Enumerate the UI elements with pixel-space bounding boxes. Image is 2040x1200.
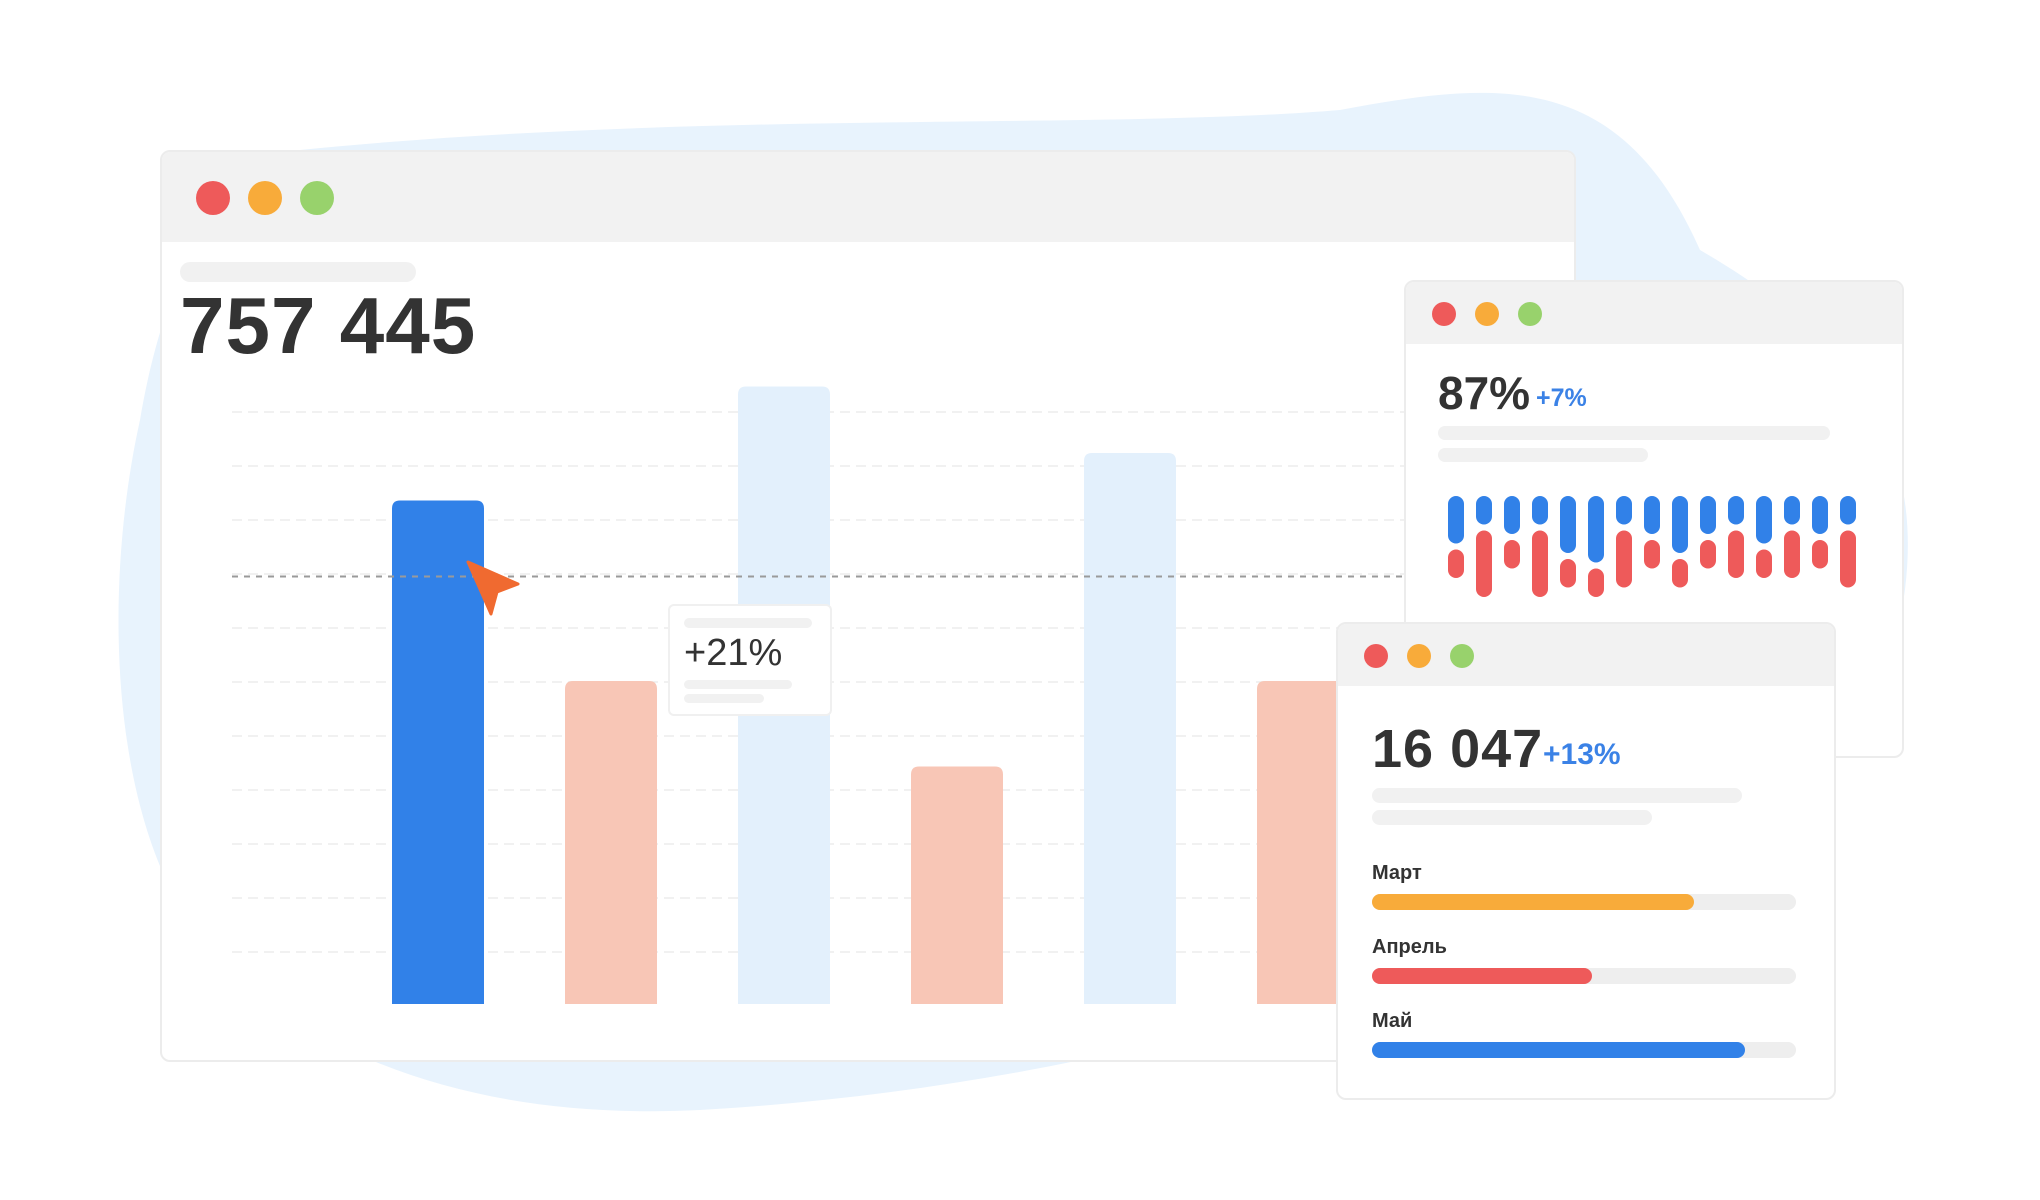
- maximize-window-button[interactable]: [1518, 302, 1542, 326]
- pulse-bar-red: [1728, 530, 1744, 578]
- pulse-bar-red: [1504, 540, 1520, 569]
- close-window-button[interactable]: [1432, 302, 1456, 326]
- pulse-bar-blue: [1840, 496, 1856, 525]
- pulse-placeholder-line-1: [1438, 426, 1830, 440]
- pulse-bar-blue: [1560, 496, 1576, 553]
- pulse-bar-red: [1756, 549, 1772, 578]
- pulse-bar-blue: [1700, 496, 1716, 534]
- pulse-bar-blue: [1448, 496, 1464, 544]
- pulse-bar-blue: [1532, 496, 1548, 525]
- cursor-arrow-icon: [466, 560, 520, 616]
- month-label-march: Март: [1372, 862, 1422, 884]
- monthly-titlebar: [1338, 624, 1834, 686]
- pulse-bar-blue: [1672, 496, 1688, 553]
- bar: [1084, 453, 1176, 1004]
- pulse-bar-red: [1840, 530, 1856, 588]
- progress-track-may: [1372, 1042, 1796, 1058]
- pulse-bar-red: [1700, 540, 1716, 569]
- progress-fill-may: [1372, 1042, 1746, 1058]
- bar: [1257, 681, 1349, 1004]
- pulse-bar-red: [1616, 530, 1632, 588]
- month-label-april: Апрель: [1372, 936, 1447, 958]
- pulse-bar-red: [1476, 530, 1492, 597]
- bar-highlighted: [392, 500, 484, 1004]
- pulse-bar-red: [1448, 549, 1464, 578]
- percent-delta: +7%: [1536, 384, 1587, 412]
- chart-bars: [392, 386, 1349, 1004]
- pulse-bar-blue: [1616, 496, 1632, 525]
- pulse-bar-red: [1784, 530, 1800, 578]
- pulse-bar-blue: [1756, 496, 1772, 544]
- tooltip-placeholder-line-1: [684, 680, 792, 689]
- pulse-bar-red: [1812, 540, 1828, 569]
- tooltip-value: +21%: [684, 632, 783, 674]
- pulse-bar-blue: [1784, 496, 1800, 525]
- pulse-bar-red: [1588, 568, 1604, 597]
- bar-tooltip: +21%: [668, 604, 832, 716]
- tooltip-placeholder-top: [684, 618, 812, 628]
- pulse-bars: [1448, 496, 1856, 597]
- pulse-bar-blue: [1476, 496, 1492, 525]
- percent-value: 87%: [1438, 367, 1531, 419]
- month-label-may: Май: [1372, 1010, 1413, 1032]
- progress-fill-april: [1372, 968, 1593, 984]
- progress-fill-march: [1372, 894, 1695, 910]
- close-window-button[interactable]: [1364, 644, 1388, 668]
- pulse-titlebar: [1406, 282, 1902, 344]
- pulse-bar-blue: [1728, 496, 1744, 525]
- pulse-bar-blue: [1504, 496, 1520, 534]
- minimize-window-button[interactable]: [1407, 644, 1431, 668]
- monthly-window: 16 047 +13% Март Апрель Май: [1336, 622, 1836, 1100]
- bar: [911, 766, 1003, 1004]
- minimize-window-button[interactable]: [1475, 302, 1499, 326]
- pulse-bar-red: [1644, 540, 1660, 569]
- bar: [565, 681, 657, 1004]
- pulse-bar-blue: [1588, 496, 1604, 563]
- maximize-window-button[interactable]: [1450, 644, 1474, 668]
- title-placeholder: [180, 262, 416, 282]
- monthly-placeholder-line-1: [1372, 788, 1742, 803]
- monthly-placeholder-line-2: [1372, 810, 1652, 825]
- pulse-bar-blue: [1812, 496, 1828, 534]
- minimize-window-button[interactable]: [248, 181, 282, 215]
- count-delta: +13%: [1543, 738, 1621, 771]
- close-window-button[interactable]: [196, 181, 230, 215]
- count-value: 16 047: [1372, 719, 1544, 779]
- pulse-bar-red: [1672, 559, 1688, 588]
- pulse-bar-blue: [1644, 496, 1660, 534]
- pulse-bar-red: [1560, 559, 1576, 588]
- progress-track-april: [1372, 968, 1796, 984]
- progress-track-march: [1372, 894, 1796, 910]
- tooltip-placeholder-line-2: [684, 694, 764, 703]
- maximize-window-button[interactable]: [300, 181, 334, 215]
- total-value: 757 445: [180, 281, 477, 370]
- pulse-bar-red: [1532, 530, 1548, 597]
- pulse-placeholder-line-2: [1438, 448, 1648, 462]
- main-titlebar: [162, 152, 1574, 242]
